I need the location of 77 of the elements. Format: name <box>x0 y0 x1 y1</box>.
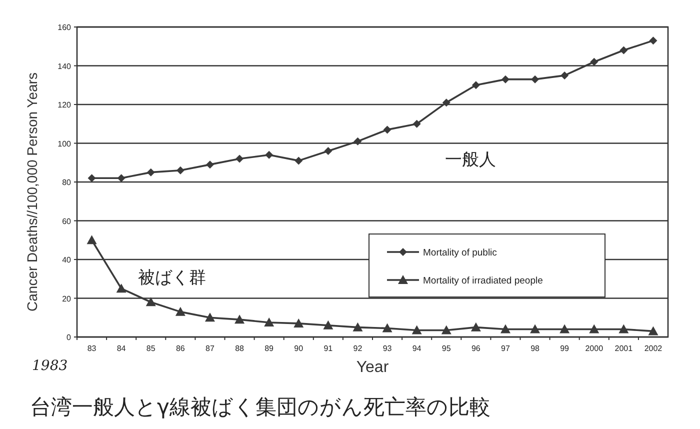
point <box>530 324 540 334</box>
point <box>618 324 629 334</box>
x-tick-label: 97 <box>501 344 510 353</box>
point <box>204 312 215 322</box>
x-tick-label: 88 <box>235 344 245 353</box>
x-tick-label: 2002 <box>644 344 663 353</box>
point <box>560 324 570 334</box>
annotation: 被ばく群 <box>138 268 206 288</box>
point <box>560 71 569 80</box>
x-tick-label: 96 <box>471 344 481 353</box>
point <box>441 325 452 334</box>
x-tick-label: 2000 <box>585 344 604 353</box>
point <box>324 147 332 155</box>
text: 1983 <box>32 358 68 374</box>
x-tick-label: 94 <box>412 344 422 353</box>
x-tick-label: 83 <box>87 344 97 353</box>
point <box>176 166 184 174</box>
point <box>294 156 303 165</box>
point <box>265 150 274 159</box>
point <box>146 297 156 306</box>
point <box>620 46 628 54</box>
point <box>234 314 245 324</box>
point <box>501 75 510 84</box>
x-tick-label: 99 <box>560 344 570 353</box>
point <box>382 323 392 332</box>
point <box>323 320 334 330</box>
point <box>236 154 244 163</box>
point <box>472 81 480 90</box>
legend-label: Mortality of irradiated people <box>423 276 543 286</box>
y-tick-label: 60 <box>62 216 72 226</box>
y-tick-label: 120 <box>58 100 72 110</box>
point <box>500 324 510 334</box>
x-tick-label: 85 <box>146 344 156 353</box>
point <box>264 317 274 326</box>
point <box>648 326 658 336</box>
point <box>590 58 598 66</box>
y-tick-label: 160 <box>58 23 72 32</box>
y-tick-label: 20 <box>62 294 72 304</box>
point <box>146 168 155 176</box>
x-tick-label: 84 <box>116 344 126 353</box>
point <box>531 75 540 84</box>
x-tick-label: 98 <box>530 344 540 353</box>
x-tick-label: 95 <box>442 344 452 353</box>
x-tick-label: 87 <box>206 344 215 353</box>
point <box>354 137 362 146</box>
y-tick-label: 40 <box>62 256 72 264</box>
point <box>175 306 186 316</box>
point <box>649 36 658 45</box>
x-tick-label: 91 <box>324 344 334 353</box>
x-tick-label: 90 <box>294 344 304 353</box>
x-axis-title: Year <box>356 359 390 376</box>
point <box>88 174 96 182</box>
x-tick-label: 93 <box>382 344 392 353</box>
point <box>86 235 97 244</box>
y-tick-label: 80 <box>62 178 72 187</box>
y-tick-label: 140 <box>58 62 72 71</box>
point <box>206 160 214 169</box>
x-tick-label: 92 <box>353 344 363 353</box>
point <box>383 126 392 134</box>
point <box>442 98 450 107</box>
y-tick-label: 0 <box>66 333 72 342</box>
point <box>470 322 481 332</box>
x-tick-label: 89 <box>264 344 274 353</box>
point <box>352 322 363 332</box>
y-tick-label: 100 <box>58 139 72 148</box>
point <box>412 120 421 128</box>
point <box>117 174 126 182</box>
x-tick-label: 2001 <box>614 344 634 353</box>
y-axis-title: Cancer Deaths//100,000 Person Years <box>24 72 40 312</box>
point <box>589 324 600 334</box>
x-tick-label: 86 <box>176 344 186 353</box>
annotation: 一般人 <box>445 150 496 170</box>
point <box>294 318 304 328</box>
legend-label: Mortality of public <box>423 248 498 258</box>
point <box>116 284 126 293</box>
text: 台湾一般人とγ線被ばく集団のがん死亡率の比較 <box>30 395 490 419</box>
point <box>412 325 422 334</box>
